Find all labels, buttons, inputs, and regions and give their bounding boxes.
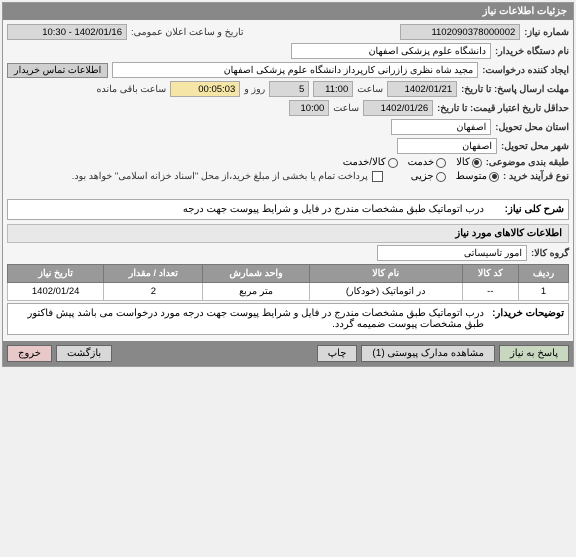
td-date: 1402/01/24 — [8, 283, 104, 301]
exit-button[interactable]: خروج — [7, 345, 52, 362]
radio-dot-icon — [472, 158, 482, 168]
province-value: اصفهان — [391, 119, 491, 135]
province-label: استان محل تحویل: — [495, 122, 569, 133]
attachments-button[interactable]: مشاهده مدارک پیوستی (1) — [361, 345, 495, 362]
buyer-org-label: نام دستگاه خریدار: — [495, 46, 569, 57]
deadline-label: مهلت ارسال پاسخ: تا تاریخ: — [461, 84, 569, 95]
td-unit: متر مربع — [203, 283, 309, 301]
category-radio-group: کالا خدمت کالا/خدمت — [343, 157, 482, 168]
contact-buyer-button[interactable]: اطلاعات تماس خریدار — [7, 63, 108, 78]
buyer-note-text: درب اتوماتیک طبق مشخصات مندرج در فایل و … — [12, 308, 484, 330]
row-requester: ایجاد کننده درخواست: مجید شاه نظری زازرا… — [7, 62, 569, 78]
radio-goods[interactable]: کالا — [456, 157, 482, 168]
remain-label: ساعت باقی مانده — [97, 84, 167, 95]
payment-checkbox[interactable] — [372, 171, 383, 182]
buyer-note-label: توضیحات خریدار: — [484, 308, 564, 330]
footer-bar: پاسخ به نیاز مشاهده مدارک پیوستی (1) چاپ… — [3, 341, 573, 366]
min-credit-date: 1402/01/26 — [363, 100, 433, 116]
back-button[interactable]: بازگشت — [56, 345, 112, 362]
th-row: ردیف — [519, 265, 569, 283]
group-value: امور تاسیساتی — [377, 245, 527, 261]
days-count: 5 — [269, 81, 309, 97]
buyer-org-value: دانشگاه علوم پزشکی اصفهان — [291, 43, 491, 59]
city-label: شهر محل تحویل: — [501, 141, 569, 152]
th-date: تاریخ نیاز — [8, 265, 104, 283]
time-label-1: ساعت — [357, 84, 383, 95]
main-panel: جزئیات اطلاعات نیاز شماره نیاز: 11020903… — [2, 2, 574, 367]
radio-goods-service-label: کالا/خدمت — [343, 157, 386, 168]
td-row: 1 — [519, 283, 569, 301]
row-purchase-type: نوع فرآیند خرید : متوسط جزیی پرداخت تمام… — [7, 171, 569, 182]
td-name: در اتوماتیک (خودکار) — [309, 283, 462, 301]
days-and-label: روز و — [244, 84, 265, 95]
row-province: استان محل تحویل: اصفهان — [7, 119, 569, 135]
announce-label: تاریخ و ساعت اعلان عمومی: — [131, 27, 244, 38]
deadline-time: 11:00 — [313, 81, 353, 97]
summary-box: شرح کلی نیاز: درب اتوماتیک طبق مشخصات من… — [7, 199, 569, 220]
row-category: طبقه بندی موضوعی: کالا خدمت کالا/خدمت — [7, 157, 569, 168]
requester-value: مجید شاه نظری زازرانی کارپرداز دانشگاه ع… — [112, 62, 478, 78]
radio-service-label: خدمت — [408, 157, 435, 168]
min-credit-label: حداقل تاریخ اعتبار قیمت: تا تاریخ: — [437, 103, 569, 114]
radio-service[interactable]: خدمت — [408, 157, 447, 168]
table-header-row: ردیف کد کالا نام کالا واحد شمارش تعداد /… — [8, 265, 569, 283]
group-label: گروه کالا: — [531, 248, 569, 259]
need-no-value: 1102090378000002 — [400, 24, 520, 40]
radio-medium-label: متوسط — [456, 171, 487, 182]
radio-goods-service[interactable]: کالا/خدمت — [343, 157, 398, 168]
td-qty: 2 — [104, 283, 203, 301]
min-credit-time: 10:00 — [289, 100, 329, 116]
buyer-note-box: توضیحات خریدار: درب اتوماتیک طبق مشخصات … — [7, 303, 569, 335]
summary-label: شرح کلی نیاز: — [484, 204, 564, 215]
radio-small-label: جزیی — [411, 171, 434, 182]
radio-dot-icon — [388, 158, 398, 168]
panel-title: جزئیات اطلاعات نیاز — [3, 3, 573, 20]
radio-dot-icon — [489, 172, 499, 182]
goods-section-title: اطلاعات کالاهای مورد نیاز — [7, 224, 569, 243]
th-code: کد کالا — [462, 265, 518, 283]
print-button[interactable]: چاپ — [317, 345, 358, 362]
deadline-date: 1402/01/21 — [387, 81, 457, 97]
radio-dot-icon — [436, 172, 446, 182]
need-no-label: شماره نیاز: — [524, 27, 569, 38]
summary-text: درب اتوماتیک طبق مشخصات مندرج در فایل و … — [12, 204, 484, 215]
radio-goods-label: کالا — [456, 157, 470, 168]
announce-value: 1402/01/16 - 10:30 — [7, 24, 127, 40]
requester-label: ایجاد کننده درخواست: — [482, 65, 569, 76]
row-need-no: شماره نیاز: 1102090378000002 تاریخ و ساع… — [7, 24, 569, 40]
th-qty: تعداد / مقدار — [104, 265, 203, 283]
row-deadline: مهلت ارسال پاسخ: تا تاریخ: 1402/01/21 سا… — [7, 81, 569, 97]
category-label: طبقه بندی موضوعی: — [486, 157, 569, 168]
td-code: -- — [462, 283, 518, 301]
row-goods-group: گروه کالا: امور تاسیساتی — [7, 245, 569, 261]
th-unit: واحد شمارش — [203, 265, 309, 283]
purchase-type-label: نوع فرآیند خرید : — [503, 171, 569, 182]
radio-medium[interactable]: متوسط — [456, 171, 499, 182]
radio-dot-icon — [436, 158, 446, 168]
response-button[interactable]: پاسخ به نیاز — [499, 345, 569, 362]
radio-small[interactable]: جزیی — [411, 171, 446, 182]
purchase-type-radio-group: متوسط جزیی — [411, 171, 499, 182]
time-label-2: ساعت — [333, 103, 359, 114]
goods-table: ردیف کد کالا نام کالا واحد شمارش تعداد /… — [7, 264, 569, 301]
row-buyer-org: نام دستگاه خریدار: دانشگاه علوم پزشکی اص… — [7, 43, 569, 59]
remain-time: 00:05:03 — [170, 81, 240, 97]
row-city: شهر محل تحویل: اصفهان — [7, 138, 569, 154]
th-name: نام کالا — [309, 265, 462, 283]
row-min-credit: حداقل تاریخ اعتبار قیمت: تا تاریخ: 1402/… — [7, 100, 569, 116]
table-row: 1 -- در اتوماتیک (خودکار) متر مربع 2 140… — [8, 283, 569, 301]
panel-body: شماره نیاز: 1102090378000002 تاریخ و ساع… — [3, 20, 573, 341]
payment-note: پرداخت تمام یا بخشی از مبلغ خرید،از محل … — [72, 171, 368, 182]
city-value: اصفهان — [397, 138, 497, 154]
